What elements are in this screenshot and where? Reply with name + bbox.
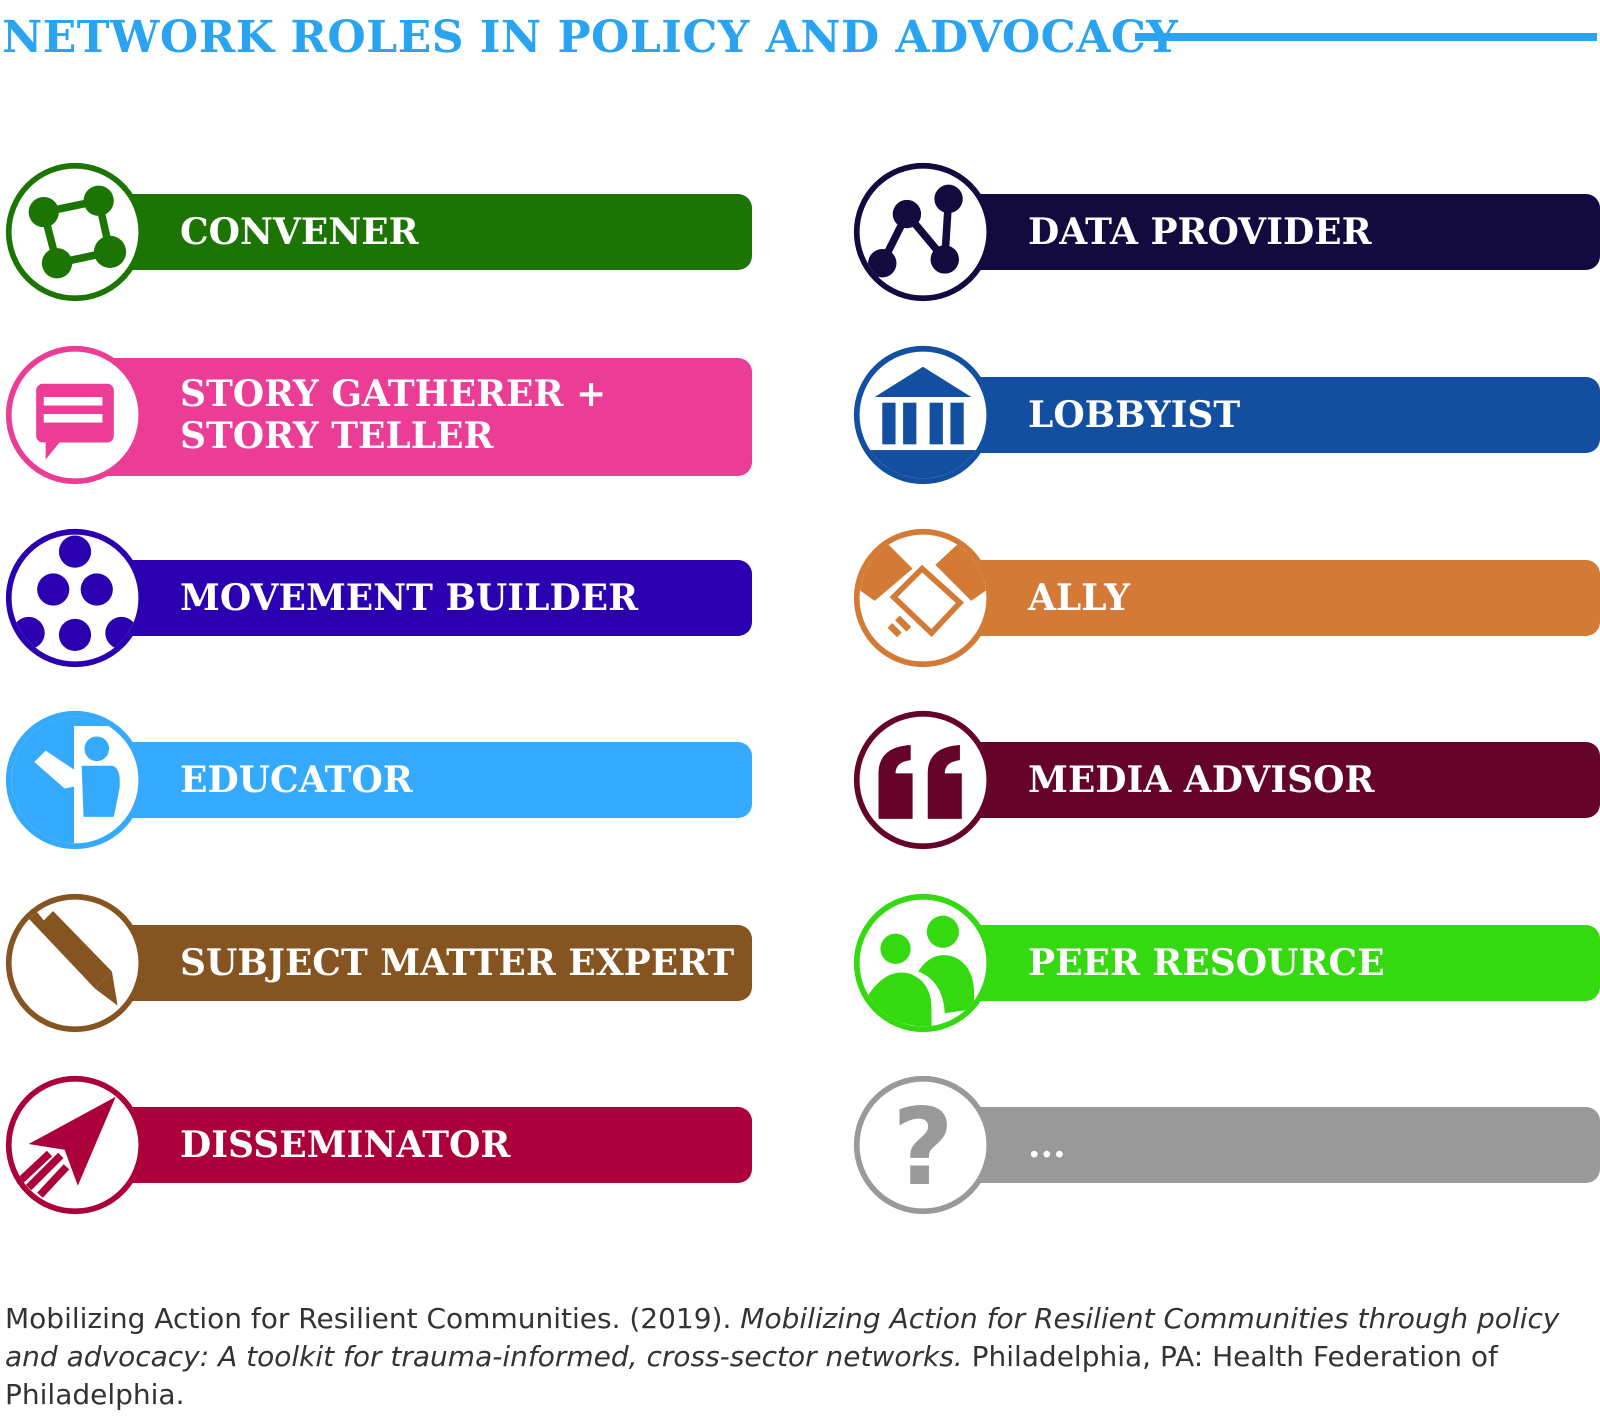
government-building-icon [853,345,993,485]
role-bar [60,742,752,818]
role-label: LOBBYIST [1028,394,1241,436]
role-label: MOVEMENT BUILDER [180,577,639,619]
role-more: ? ... [848,1070,1600,1220]
role-label: MEDIA ADVISOR [1028,759,1375,801]
handshake-icon [853,528,993,668]
people-icon [853,893,993,1033]
pencil-icon [5,893,145,1033]
role-bar [60,358,752,476]
page-title: NETWORK ROLES IN POLICY AND ADVOCACY [2,12,1179,63]
citation-publisher: Philadelphia, PA: Health Federation of P… [5,1340,1498,1411]
quote-icon [853,710,993,850]
svg-text:?: ? [892,1087,954,1210]
role-educator: EDUCATOR [0,705,760,855]
role-label: DISSEMINATOR [180,1124,511,1166]
speech-bubble-icon [5,345,145,485]
role-media-advisor: MEDIA ADVISOR [848,705,1600,855]
network-nodes-icon [5,162,145,302]
role-bar [908,1107,1600,1183]
paper-plane-icon [5,1075,145,1215]
role-movement-builder: MOVEMENT BUILDER [0,523,760,673]
role-bar [60,560,752,636]
role-label: EDUCATOR [180,759,413,801]
question-mark-icon: ? [853,1075,993,1215]
role-bar [908,377,1600,453]
role-label: ... [1028,1124,1066,1166]
role-bar [60,194,752,270]
role-bar [60,925,752,1001]
role-lobbyist: LOBBYIST [848,340,1600,490]
citation-author: Mobilizing Action for Resilient Communit… [5,1302,741,1335]
role-story-gatherer-story-teller: STORY GATHERER + STORY TELLER [0,340,760,490]
role-bar [908,742,1600,818]
role-convener: CONVENER [0,157,760,307]
role-label: CONVENER [180,211,419,253]
citation-title: Mobilizing Action for Resilient Communit… [5,1302,1560,1373]
role-bar [908,194,1600,270]
role-bar [60,1107,752,1183]
role-label: DATA PROVIDER [1028,211,1372,253]
role-label: STORY GATHERER + STORY TELLER [180,373,607,457]
role-ally: ALLY [848,523,1600,673]
role-bar [908,925,1600,1001]
role-subject-matter-expert: SUBJECT MATTER EXPERT [0,888,760,1038]
role-disseminator: DISSEMINATOR [0,1070,760,1220]
dots-cluster-icon [5,528,145,668]
role-label: ALLY [1028,577,1130,619]
role-peer-resource: PEER RESOURCE [848,888,1600,1038]
teacher-icon [5,710,145,850]
title-rule [1135,33,1597,41]
role-label: SUBJECT MATTER EXPERT [180,942,735,984]
data-graph-icon [853,162,993,302]
citation: Mobilizing Action for Resilient Communit… [5,1300,1595,1414]
role-bar [908,560,1600,636]
role-label: PEER RESOURCE [1028,942,1385,984]
role-data-provider: DATA PROVIDER [848,157,1600,307]
